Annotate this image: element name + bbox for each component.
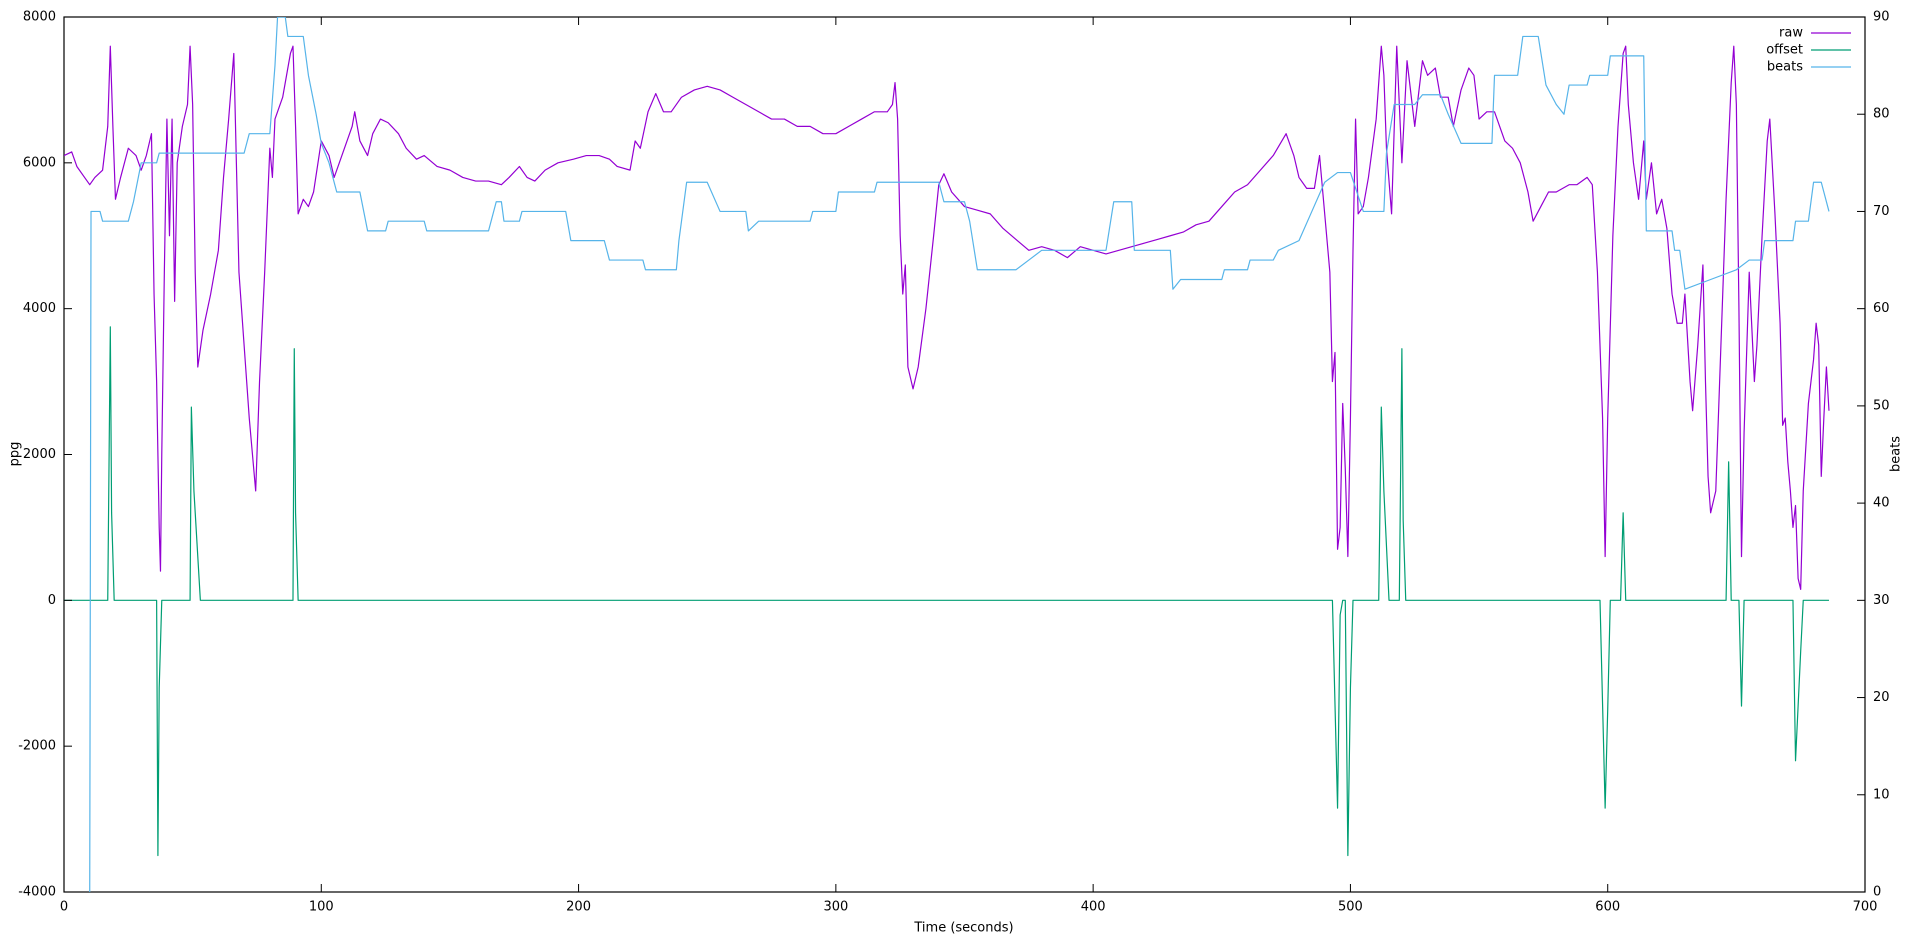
x-tick-label: 200 [566, 900, 591, 915]
y2-tick-label: 60 [1873, 301, 1890, 316]
y2-tick-label: 10 [1873, 787, 1890, 802]
y2-tick-label: 80 [1873, 107, 1890, 122]
series-line [89, 17, 1830, 892]
y2-tick-label: 40 [1873, 496, 1890, 511]
y-tick-label: 6000 [23, 155, 56, 170]
y2-tick-label: 50 [1873, 398, 1890, 413]
x-tick-label: 300 [823, 900, 848, 915]
x-axis-label: Time (seconds) [913, 921, 1013, 936]
y2-tick-label: 70 [1873, 204, 1890, 219]
plot-lines [64, 17, 1830, 892]
x-tick-label: 100 [309, 900, 334, 915]
legend-label: offset [1766, 43, 1803, 58]
y-tick-label: -4000 [18, 885, 56, 900]
x-tick-label: 700 [1853, 900, 1878, 915]
plot-frame [63, 16, 1866, 893]
y2-tick-label: 90 [1873, 10, 1890, 25]
series-line [64, 326, 1829, 857]
series-line [64, 45, 1830, 590]
y2-tick-label: 30 [1873, 593, 1890, 608]
legend-label: raw [1779, 26, 1803, 41]
x-tick-label: 0 [60, 900, 68, 915]
y-tick-label: 4000 [23, 301, 56, 316]
x-tick-label: 600 [1595, 900, 1620, 915]
y2-tick-label: 20 [1873, 690, 1890, 705]
y-tick-label: 8000 [23, 10, 56, 25]
x-tick-label: 500 [1338, 900, 1363, 915]
legend-label: beats [1767, 60, 1803, 75]
y-tick-label: 0 [48, 593, 56, 608]
y-tick-label: 2000 [23, 447, 56, 462]
y2-tick-label: 0 [1873, 885, 1881, 900]
x-tick-label: 400 [1081, 900, 1106, 915]
y-tick-label: -2000 [18, 739, 56, 754]
y-axis-label: ppg [8, 442, 23, 467]
y2-axis-label: beats [1889, 436, 1904, 472]
